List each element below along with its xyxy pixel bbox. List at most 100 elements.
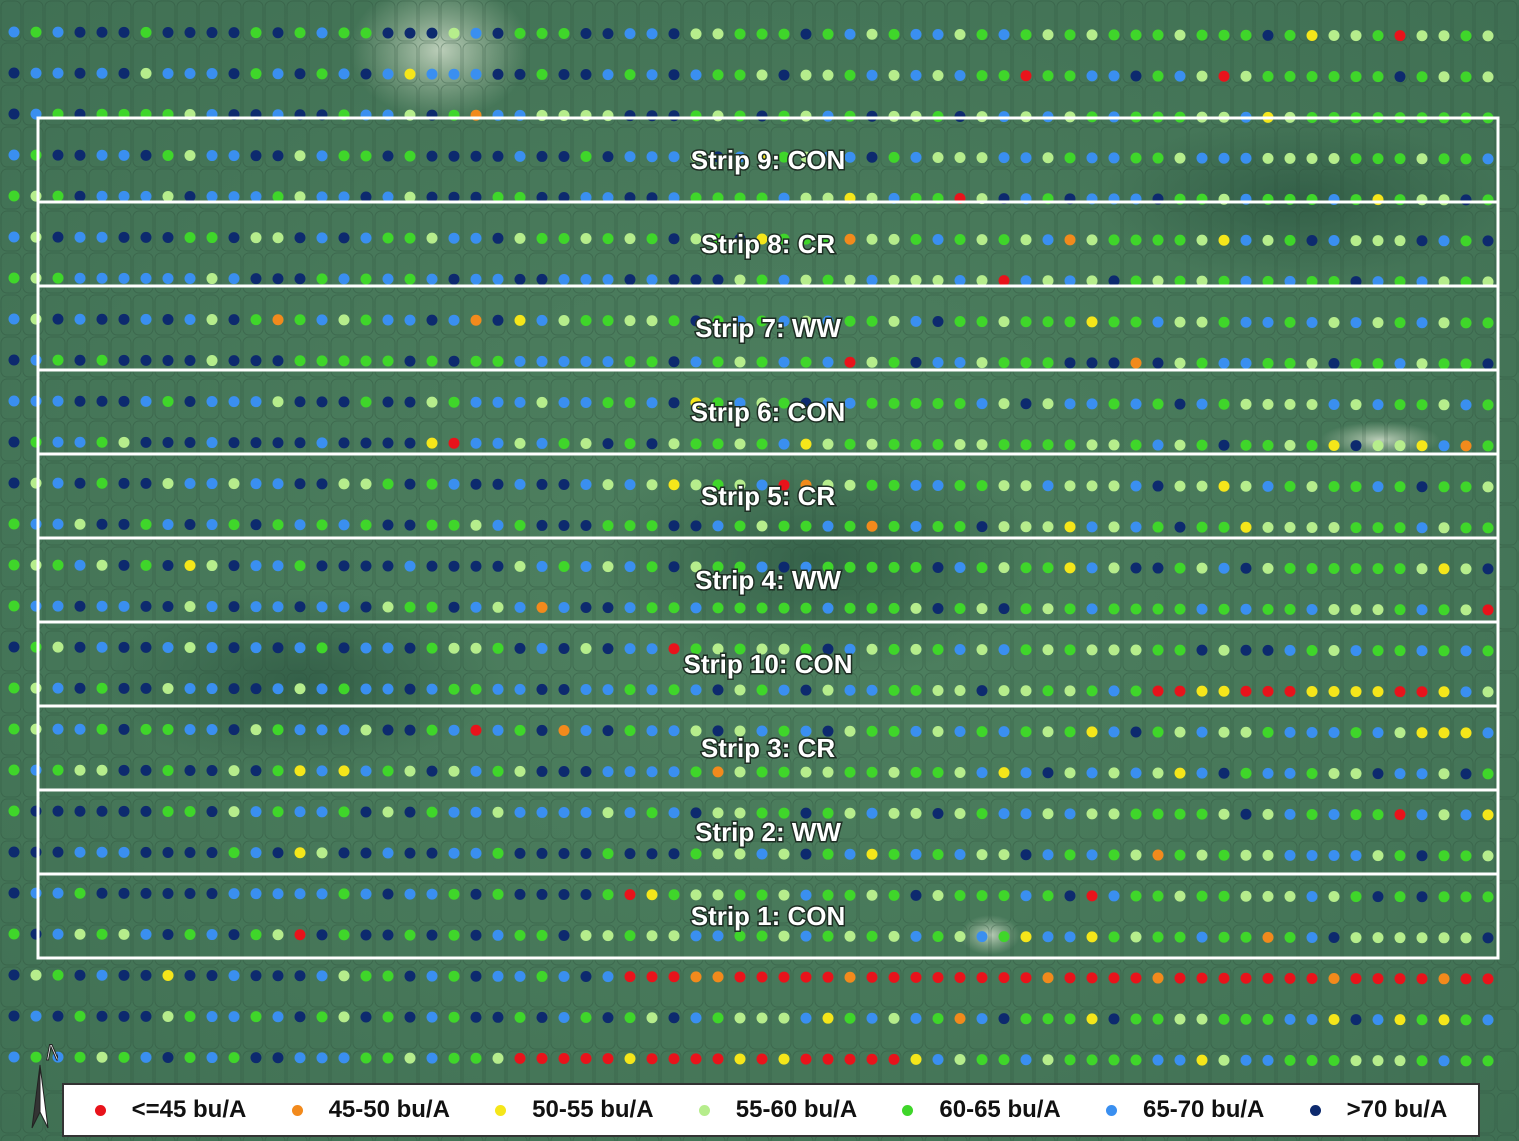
yield-point — [602, 643, 614, 655]
yield-point — [822, 28, 834, 40]
yield-point — [426, 724, 438, 736]
yield-point — [272, 642, 284, 654]
yield-point — [910, 807, 922, 819]
yield-point — [998, 398, 1010, 410]
yield-point — [294, 683, 306, 695]
yield-point — [118, 764, 130, 776]
yield-point — [1482, 358, 1494, 370]
yield-point — [1482, 481, 1494, 493]
yield-point — [866, 520, 878, 532]
yield-point — [1240, 480, 1252, 492]
yield-point — [932, 889, 944, 901]
yield-point — [448, 191, 460, 203]
yield-point — [162, 477, 174, 489]
yield-point — [470, 888, 482, 900]
yield-point — [1020, 972, 1032, 984]
yield-point — [976, 70, 988, 82]
yield-point — [448, 929, 460, 941]
yield-point — [1042, 398, 1054, 410]
yield-point — [316, 847, 328, 859]
yield-point — [1416, 973, 1428, 985]
yield-point — [140, 846, 152, 858]
yield-point — [206, 1052, 218, 1064]
yield-point — [624, 28, 636, 40]
strip-label: Strip 5: CR — [701, 481, 836, 511]
yield-point — [1394, 1055, 1406, 1067]
yield-point — [976, 849, 988, 861]
yield-point — [1064, 1013, 1076, 1025]
yield-point — [8, 108, 20, 120]
yield-point — [1086, 849, 1098, 861]
yield-point — [1350, 891, 1362, 903]
yield-point — [1108, 603, 1120, 615]
yield-point — [866, 233, 878, 245]
yield-point — [1460, 440, 1472, 452]
yield-point — [316, 560, 328, 572]
yield-point — [1064, 849, 1076, 861]
yield-point — [382, 355, 394, 367]
yield-point — [1262, 29, 1274, 41]
yield-point — [976, 767, 988, 779]
yield-point — [1372, 563, 1384, 575]
yield-point — [602, 930, 614, 942]
legend-label: <=45 bu/A — [131, 1096, 247, 1123]
yield-point — [1350, 153, 1362, 165]
yield-point — [514, 888, 526, 900]
yield-point — [1130, 726, 1142, 738]
yield-point — [602, 561, 614, 573]
yield-point — [360, 396, 372, 408]
yield-point — [954, 70, 966, 82]
yield-point — [74, 928, 86, 940]
yield-point — [1064, 808, 1076, 820]
yield-point — [1196, 29, 1208, 41]
yield-point — [844, 889, 856, 901]
yield-point — [690, 479, 702, 491]
yield-point — [1350, 235, 1362, 247]
yield-point — [1020, 1054, 1032, 1066]
yield-point — [118, 436, 130, 448]
yield-point — [184, 970, 196, 982]
yield-point — [1174, 398, 1186, 410]
yield-point — [778, 1012, 790, 1024]
yield-point — [1130, 644, 1142, 656]
yield-point — [954, 29, 966, 41]
yield-point — [1130, 521, 1142, 533]
yield-point — [888, 520, 900, 532]
yield-point — [74, 26, 86, 38]
yield-point — [1394, 30, 1406, 42]
yield-point — [74, 1010, 86, 1022]
yield-point — [316, 642, 328, 654]
yield-point — [1438, 71, 1450, 83]
yield-point — [1416, 358, 1428, 370]
yield-point — [558, 1052, 570, 1064]
yield-point — [756, 28, 768, 40]
yield-point — [1130, 1054, 1142, 1066]
yield-point — [932, 479, 944, 491]
yield-point — [470, 806, 482, 818]
yield-point — [1020, 931, 1032, 943]
yield-point — [690, 151, 702, 163]
yield-point — [1020, 726, 1032, 738]
yield-point — [1064, 357, 1076, 369]
yield-point — [1262, 152, 1274, 164]
yield-point — [1152, 439, 1164, 451]
yield-point — [1042, 29, 1054, 41]
yield-point — [1416, 30, 1428, 42]
yield-point — [1086, 357, 1098, 369]
yield-point — [1262, 1013, 1274, 1025]
yield-point — [1416, 932, 1428, 944]
yield-point — [1240, 439, 1252, 451]
yield-point — [1152, 70, 1164, 82]
yield-point — [492, 683, 504, 695]
yield-point — [646, 438, 658, 450]
yield-point — [536, 847, 548, 859]
yield-point — [470, 478, 482, 490]
yield-point — [822, 110, 834, 122]
yield-point — [1064, 521, 1076, 533]
yield-point — [1218, 521, 1230, 533]
yield-point — [1240, 1013, 1252, 1025]
yield-point — [778, 28, 790, 40]
yield-point — [1152, 972, 1164, 984]
yield-point — [1086, 29, 1098, 41]
yield-point — [1328, 973, 1340, 985]
